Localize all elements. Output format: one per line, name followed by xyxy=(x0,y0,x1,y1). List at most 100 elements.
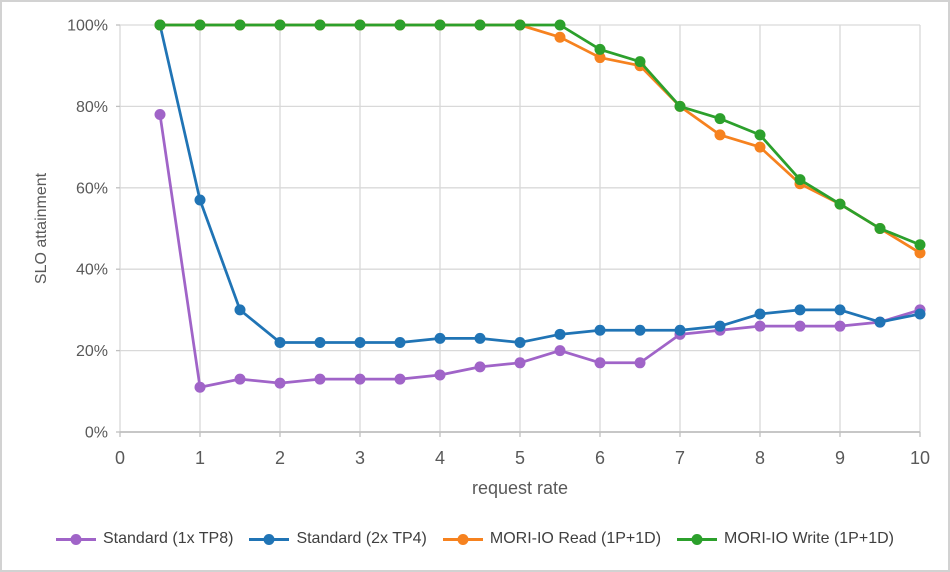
data-point xyxy=(594,52,606,64)
data-point xyxy=(914,247,926,259)
x-tick-label: 10 xyxy=(910,448,930,468)
legend-item-mori-io-read-1p-1d: MORI-IO Read (1P+1D) xyxy=(442,530,662,548)
y-tick-label: 20% xyxy=(76,343,108,360)
x-tick-label: 2 xyxy=(275,448,285,468)
data-point xyxy=(434,332,446,344)
data-point xyxy=(234,373,246,385)
data-point xyxy=(554,328,566,340)
data-point xyxy=(594,324,606,336)
data-point xyxy=(474,332,486,344)
data-point xyxy=(634,324,646,336)
data-point xyxy=(794,304,806,316)
series-line-mori-io-read-1p-1d xyxy=(158,23,922,255)
data-point xyxy=(354,373,366,385)
series-mori-io-read-1p-1d xyxy=(154,19,926,259)
data-point xyxy=(554,345,566,357)
data-point xyxy=(834,198,846,210)
data-point xyxy=(234,304,246,316)
x-tick-label: 6 xyxy=(595,448,605,468)
data-point xyxy=(714,113,726,125)
data-point xyxy=(274,19,286,31)
data-point xyxy=(154,109,166,121)
data-point xyxy=(194,19,206,31)
data-point xyxy=(274,377,286,389)
data-point xyxy=(314,19,326,31)
legend-item-standard-2x-tp4: Standard (2x TP4) xyxy=(249,530,427,548)
x-tick-label: 3 xyxy=(355,448,365,468)
gridlines xyxy=(120,24,921,432)
legend-label: MORI-IO Write (1P+1D) xyxy=(724,530,894,547)
x-tick-label: 1 xyxy=(195,448,205,468)
x-tick-label: 5 xyxy=(515,448,525,468)
legend-item-mori-io-write-1p-1d: MORI-IO Write (1P+1D) xyxy=(677,530,894,548)
data-point xyxy=(274,336,286,348)
data-point xyxy=(514,357,526,369)
data-point xyxy=(634,56,646,68)
data-point xyxy=(794,174,806,186)
legend-marker-icon xyxy=(56,533,96,545)
data-point xyxy=(794,320,806,332)
data-point xyxy=(634,357,646,369)
data-point xyxy=(394,19,406,31)
data-point xyxy=(474,19,486,31)
y-tick-label: 40% xyxy=(76,262,108,279)
series-standard-2x-tp4 xyxy=(154,19,926,348)
data-point xyxy=(714,320,726,332)
data-point xyxy=(354,336,366,348)
data-point xyxy=(434,369,446,381)
data-point xyxy=(554,19,566,31)
data-point xyxy=(474,361,486,373)
data-point xyxy=(674,100,686,112)
data-point xyxy=(874,316,886,328)
data-point xyxy=(154,19,166,31)
data-point xyxy=(194,381,206,393)
series-line-standard-1x-tp8 xyxy=(158,113,922,389)
x-tick-label: 0 xyxy=(115,448,125,468)
data-point xyxy=(754,320,766,332)
axes xyxy=(116,24,921,437)
x-tick-label: 7 xyxy=(675,448,685,468)
data-point xyxy=(754,129,766,141)
data-point xyxy=(514,336,526,348)
legend-marker-icon xyxy=(442,533,483,545)
data-point xyxy=(194,194,206,206)
data-point xyxy=(354,19,366,31)
y-tick-label: 100% xyxy=(67,18,108,35)
data-point xyxy=(714,129,726,141)
x-tick-label: 9 xyxy=(835,448,845,468)
y-tick-label: 60% xyxy=(76,180,108,197)
x-axis-title: request rate xyxy=(472,478,568,498)
series-standard-1x-tp8 xyxy=(154,109,926,393)
data-point xyxy=(834,304,846,316)
line-chart: 0% 20% 40% 60% 80% 100% 0 1 2 3 4 5 6 7 8 9 10 SLO attai… xyxy=(33,18,930,499)
data-point xyxy=(834,320,846,332)
series-mori-io-write-1p-1d xyxy=(154,19,926,251)
tick-labels: 0% 20% 40% 60% 80% 100% 0 1 2 3 4 5 6 7 8 9 10 xyxy=(67,18,930,469)
data-point xyxy=(234,19,246,31)
data-point xyxy=(434,19,446,31)
legend-marker-icon xyxy=(249,533,290,545)
data-point xyxy=(394,373,406,385)
legend-label: MORI-IO Read (1P+1D) xyxy=(489,530,662,547)
x-tick-label: 8 xyxy=(755,448,765,468)
data-point xyxy=(674,324,686,336)
data-series xyxy=(154,19,926,393)
y-tick-label: 80% xyxy=(76,99,108,116)
data-point xyxy=(314,336,326,348)
data-point xyxy=(594,357,606,369)
legend-marker-icon xyxy=(677,533,718,545)
series-line-standard-2x-tp4 xyxy=(158,23,922,344)
data-point xyxy=(914,239,926,251)
data-point xyxy=(754,308,766,320)
data-point xyxy=(514,19,526,31)
data-point xyxy=(394,336,406,348)
legend-label: Standard (2x TP4) xyxy=(296,530,427,547)
data-point xyxy=(914,308,926,320)
data-point xyxy=(874,223,886,234)
legend-label: Standard (1x TP8) xyxy=(103,530,234,547)
x-tick-label: 4 xyxy=(435,448,445,468)
y-axis-title: SLO attainment xyxy=(33,172,50,284)
series-line-mori-io-write-1p-1d xyxy=(158,23,922,247)
chart-legend: Standard (1x TP8) Standard (2x TP4) MORI-I… xyxy=(2,523,948,555)
